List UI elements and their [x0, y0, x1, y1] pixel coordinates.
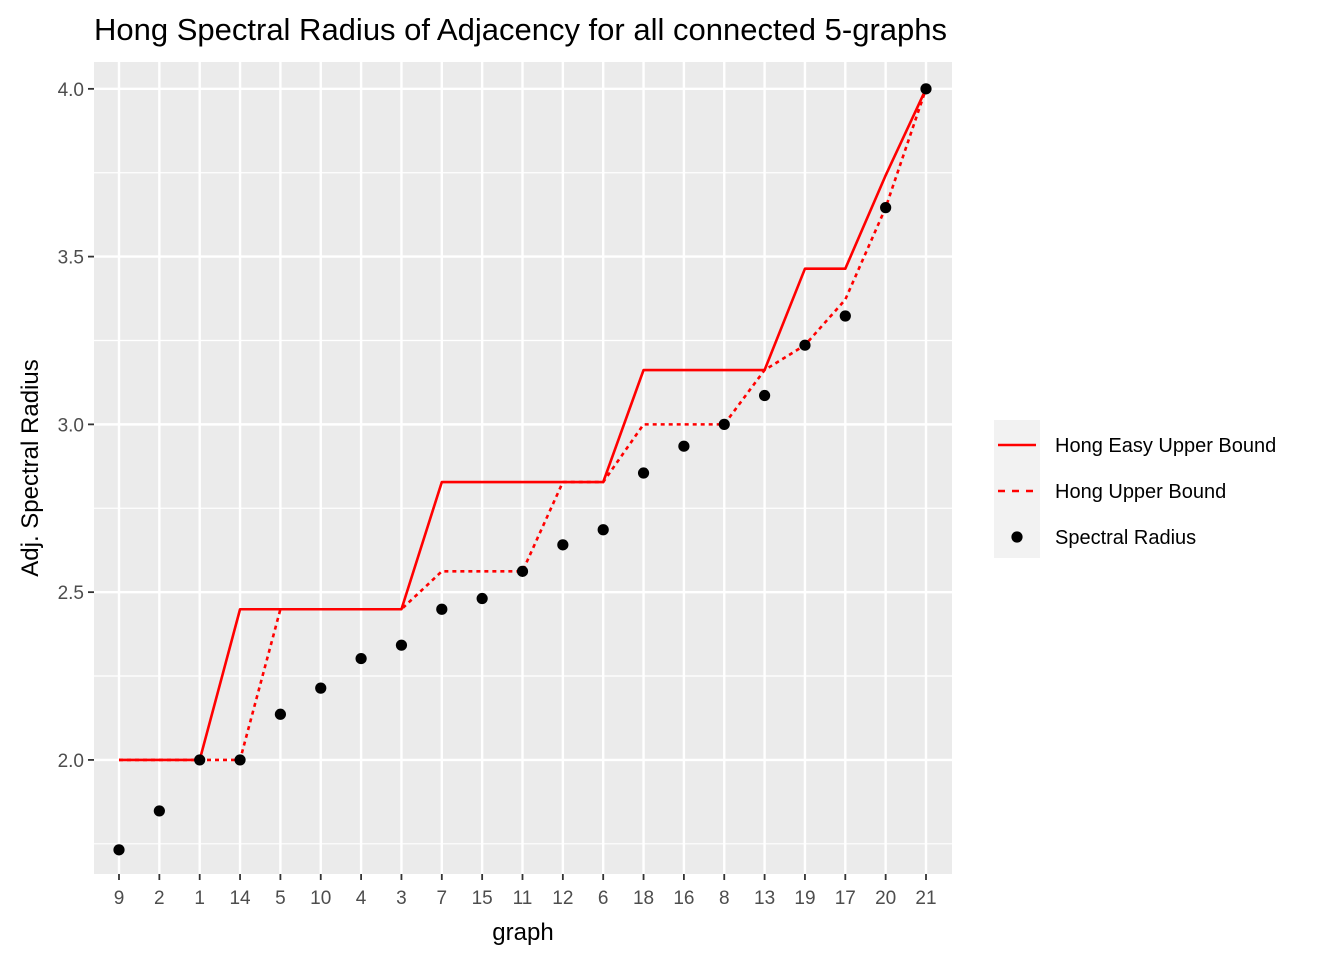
x-axis-title: graph: [492, 919, 553, 946]
data-point: [274, 708, 286, 720]
x-tick-label: 2: [154, 888, 165, 909]
y-tick-label: 3.5: [58, 248, 84, 269]
data-point: [436, 603, 448, 615]
data-point: [153, 805, 165, 817]
x-tick-label: 7: [437, 888, 448, 909]
data-point: [718, 418, 730, 430]
grid-major: [94, 62, 952, 874]
y-tick-label: 4.0: [58, 80, 84, 101]
legend-label: Spectral Radius: [1055, 527, 1196, 549]
series-layer: [113, 83, 932, 856]
series-line-hong-easy-upper-bound: [119, 88, 928, 762]
x-tick-label: 17: [835, 888, 856, 909]
x-tick-label: 6: [598, 888, 609, 909]
legend-key-point: [1011, 531, 1023, 543]
data-point: [920, 83, 932, 95]
y-axis-title: Adj. Spectral Radius: [17, 359, 44, 576]
data-point: [880, 202, 892, 214]
x-tick-label: 9: [114, 888, 125, 909]
x-tick-label: 8: [719, 888, 730, 909]
y-tick-label: 2.0: [58, 751, 84, 772]
x-tick-label: 4: [356, 888, 367, 909]
legend-label: Hong Upper Bound: [1055, 481, 1226, 503]
x-tick-label: 15: [472, 888, 493, 909]
data-point: [557, 539, 569, 551]
x-tick-label: 14: [229, 888, 251, 909]
series-line-hong-upper-bound: [119, 88, 928, 762]
x-axis: 9 2 1 14 5 10 4 3 7 15 11 12 6 18 16 8 13 19 17 20 21: [114, 874, 937, 909]
x-tick-label: 20: [875, 888, 896, 909]
x-tick-label: 5: [275, 888, 286, 909]
data-point: [597, 524, 609, 536]
data-point: [516, 565, 529, 577]
data-point: [355, 652, 367, 665]
legend-label: Hong Easy Upper Bound: [1055, 435, 1276, 457]
data-point: [637, 467, 650, 479]
x-tick-label: 13: [754, 888, 775, 909]
chart-title: Hong Spectral Radius of Adjacency for al…: [94, 12, 947, 47]
y-axis: 2.0 2.5 3.0 3.5 4.0: [58, 80, 94, 772]
y-tick-label: 2.5: [58, 583, 84, 604]
x-tick-label: 16: [673, 888, 694, 909]
data-point: [678, 440, 690, 452]
x-tick-label: 11: [513, 888, 533, 909]
y-tick-label: 3.0: [58, 415, 84, 436]
legend: Hong Easy Upper Bound Hong Upper Bound Spe…: [994, 420, 1276, 558]
data-point: [839, 310, 851, 322]
data-point: [799, 339, 811, 351]
data-point: [476, 592, 488, 605]
x-tick-label: 18: [633, 888, 654, 909]
data-point: [194, 754, 206, 766]
data-point: [395, 639, 408, 651]
x-tick-label: 10: [310, 888, 331, 909]
x-tick-label: 21: [915, 888, 936, 909]
x-tick-label: 1: [194, 888, 205, 909]
data-point: [113, 844, 125, 856]
x-tick-label: 12: [552, 888, 573, 909]
data-point: [315, 682, 327, 694]
data-point: [759, 389, 771, 402]
data-point: [234, 754, 246, 766]
x-tick-label: 19: [794, 888, 815, 909]
x-tick-label: 3: [396, 888, 407, 909]
